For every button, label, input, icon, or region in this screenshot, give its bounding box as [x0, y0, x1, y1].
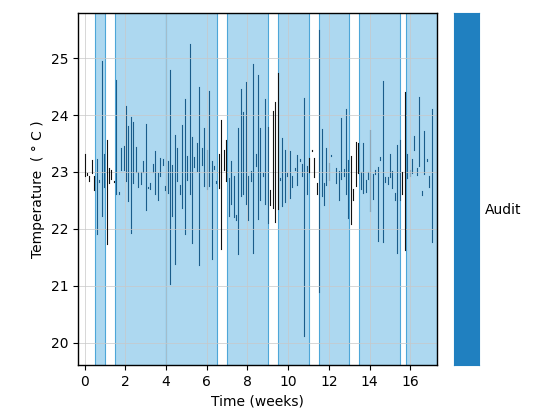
- Bar: [278, 13, 309, 365]
- X-axis label: Time (weeks): Time (weeks): [211, 395, 304, 409]
- Text: Audit: Audit: [484, 203, 521, 217]
- Bar: [95, 13, 105, 365]
- Bar: [227, 13, 268, 365]
- Bar: [406, 13, 437, 365]
- Bar: [115, 13, 166, 365]
- Bar: [319, 13, 349, 365]
- Bar: [166, 13, 217, 365]
- Bar: [360, 13, 400, 365]
- Y-axis label: Temperature  ( ° C ): Temperature ( ° C ): [31, 120, 45, 258]
